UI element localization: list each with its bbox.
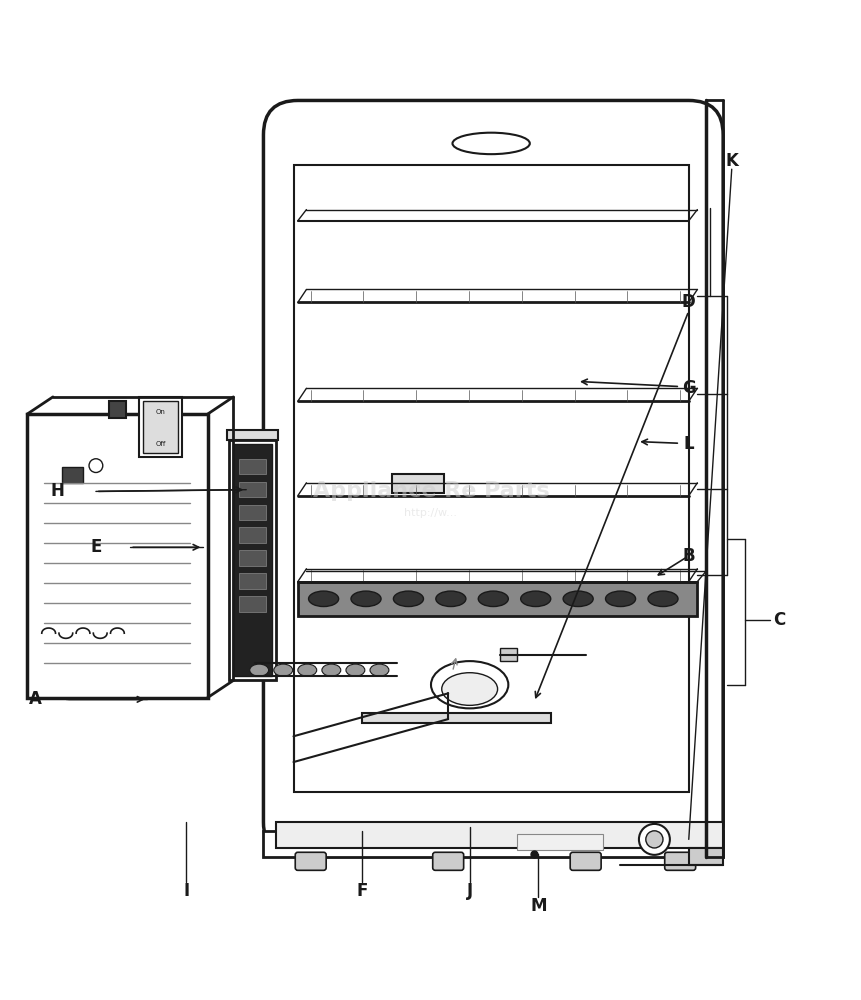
Text: E: E: [90, 538, 102, 556]
Text: C: C: [772, 611, 784, 629]
FancyBboxPatch shape: [432, 852, 463, 870]
Bar: [239, 459, 266, 474]
Text: L: L: [683, 435, 693, 453]
Text: D: D: [681, 293, 695, 311]
Text: A: A: [29, 690, 42, 708]
Ellipse shape: [430, 661, 508, 708]
Text: Off: Off: [155, 441, 165, 447]
Ellipse shape: [308, 591, 338, 607]
Bar: [263, 831, 722, 857]
Bar: [239, 596, 266, 612]
Ellipse shape: [562, 591, 592, 607]
Ellipse shape: [604, 591, 635, 607]
Bar: [297, 582, 697, 616]
Bar: [239, 573, 266, 589]
Circle shape: [89, 459, 102, 473]
Ellipse shape: [436, 591, 465, 607]
Ellipse shape: [478, 591, 508, 607]
Circle shape: [638, 824, 669, 855]
Bar: [239, 527, 266, 543]
Bar: [227, 430, 278, 440]
Ellipse shape: [369, 664, 388, 676]
Text: B: B: [682, 547, 694, 565]
Ellipse shape: [441, 673, 497, 705]
Text: G: G: [681, 379, 695, 397]
Ellipse shape: [520, 591, 550, 607]
Text: M: M: [530, 897, 546, 915]
Bar: [28, 414, 208, 698]
Text: Appliance Re Parts: Appliance Re Parts: [313, 481, 548, 501]
Bar: [233, 444, 272, 676]
Bar: [392, 474, 443, 493]
Bar: [108, 401, 126, 418]
Bar: [239, 482, 266, 497]
Bar: [517, 834, 602, 850]
Ellipse shape: [452, 133, 530, 154]
Circle shape: [645, 831, 662, 848]
Text: I: I: [183, 882, 189, 900]
Bar: [276, 822, 722, 848]
Text: http://w...: http://w...: [404, 508, 457, 518]
Ellipse shape: [350, 591, 381, 607]
Ellipse shape: [321, 664, 340, 676]
Ellipse shape: [274, 664, 293, 676]
Bar: [143, 401, 177, 453]
Ellipse shape: [393, 591, 423, 607]
FancyBboxPatch shape: [569, 852, 600, 870]
Ellipse shape: [345, 664, 364, 676]
FancyBboxPatch shape: [263, 100, 722, 857]
FancyBboxPatch shape: [664, 852, 695, 870]
Text: H: H: [50, 482, 64, 500]
Ellipse shape: [250, 664, 269, 676]
Bar: [499, 648, 517, 661]
Bar: [294, 165, 688, 792]
FancyBboxPatch shape: [295, 852, 325, 870]
Text: On: On: [155, 409, 165, 415]
Text: J: J: [466, 882, 472, 900]
Bar: [362, 713, 551, 723]
Bar: [688, 848, 722, 865]
Bar: [61, 467, 83, 483]
Text: K: K: [724, 152, 737, 170]
Bar: [229, 440, 276, 680]
Ellipse shape: [647, 591, 678, 607]
Text: F: F: [356, 882, 368, 900]
Bar: [139, 397, 182, 457]
Bar: [239, 505, 266, 520]
Bar: [239, 550, 266, 566]
Ellipse shape: [297, 664, 316, 676]
